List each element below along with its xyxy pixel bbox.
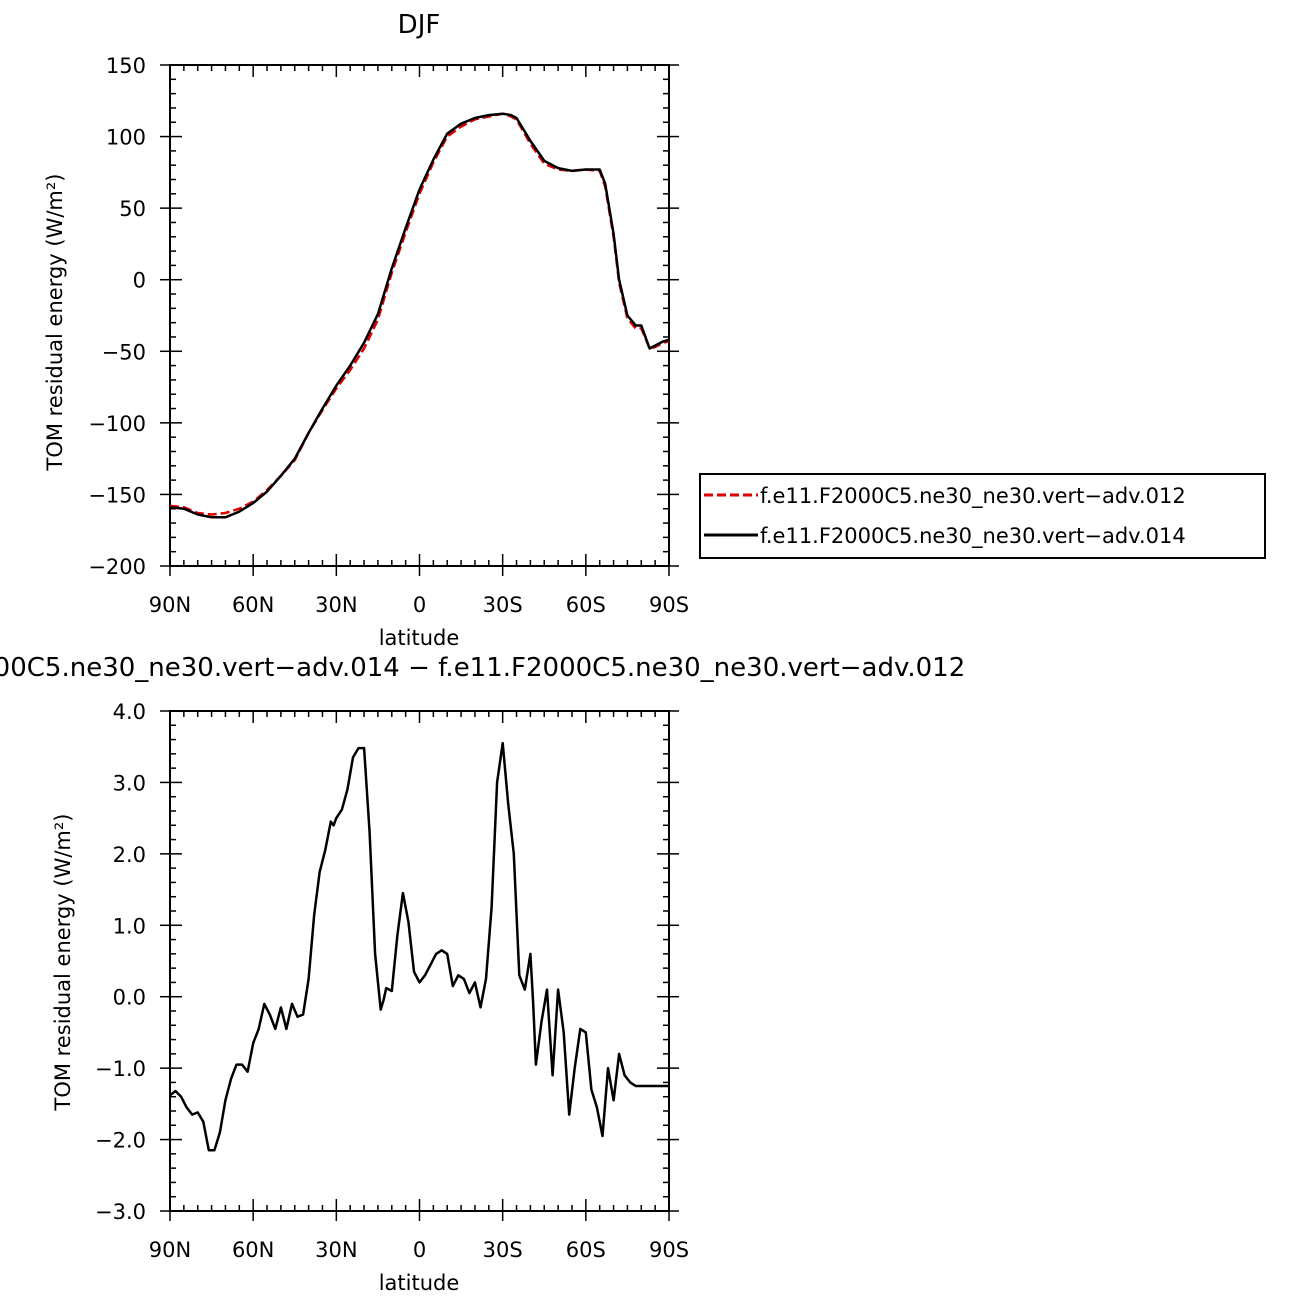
top-x-tick-label: 90N bbox=[149, 593, 191, 617]
top-x-axis-label: latitude bbox=[379, 626, 460, 650]
bottom-y-tick-label: −3.0 bbox=[95, 1200, 146, 1224]
bottom-chart-title: f.e11.F2000C5.ne30_ne30.vert−adv.014 − f… bbox=[0, 653, 965, 683]
top-y-tick-label: 50 bbox=[119, 197, 146, 221]
top-x-tick-label: 30N bbox=[315, 593, 357, 617]
top-panel: DJF 90N 60N 30N 0 30S 60S 90S 150 100 50 0 −50 −100 −… bbox=[43, 10, 689, 650]
top-y-axis-label: TOM residual energy (W/m²) bbox=[43, 174, 67, 472]
top-y-tick-label: −100 bbox=[88, 412, 146, 436]
bottom-x-tick-label: 30S bbox=[483, 1238, 523, 1262]
bottom-x-axis-label: latitude bbox=[379, 1271, 460, 1295]
bottom-y-tick-label: 0.0 bbox=[113, 986, 146, 1010]
bottom-x-tick-label: 60S bbox=[566, 1238, 606, 1262]
bottom-plot-area: 90N 60N 30N 0 30S 60S 90S 4.0 3.0 2.0 1.0 0.0 −1.0 −2… bbox=[95, 700, 689, 1262]
top-x-tick-label: 0 bbox=[413, 593, 426, 617]
bottom-y-tick-label: −1.0 bbox=[95, 1057, 146, 1081]
top-x-tick-label: 60N bbox=[232, 593, 274, 617]
legend-box bbox=[699, 473, 1266, 559]
top-y-tick-label: −150 bbox=[88, 483, 146, 507]
bottom-x-tick-label: 60N bbox=[232, 1238, 274, 1262]
top-x-tick-label: 60S bbox=[566, 593, 606, 617]
legend: f.e11.F2000C5.ne30_ne30.vert−adv.012 f.e… bbox=[699, 473, 1266, 559]
bottom-y-tick-label: 1.0 bbox=[113, 914, 146, 938]
top-y-tick-label: 150 bbox=[106, 54, 146, 78]
top-y-tick-label: 100 bbox=[106, 126, 146, 150]
bottom-series-line-0 bbox=[169, 741, 669, 1152]
bottom-plot-frame bbox=[169, 710, 670, 1212]
bottom-y-axis-label: TOM residual energy (W/m²) bbox=[51, 814, 75, 1112]
bottom-y-tick-label: 2.0 bbox=[113, 843, 146, 867]
bottom-panel: f.e11.F2000C5.ne30_ne30.vert−adv.014 − f… bbox=[0, 653, 965, 1295]
top-x-tick-label: 90S bbox=[649, 593, 689, 617]
top-chart-title: DJF bbox=[398, 10, 441, 40]
bottom-x-tick-label: 90S bbox=[649, 1238, 689, 1262]
top-y-tick-label: 0 bbox=[133, 269, 146, 293]
top-y-tick-label: −50 bbox=[102, 340, 146, 364]
top-plot-area: 90N 60N 30N 0 30S 60S 90S 150 100 50 0 −50 −100 −150 −… bbox=[88, 54, 689, 617]
bottom-y-tick-label: −2.0 bbox=[95, 1129, 146, 1153]
top-y-tick-label: −200 bbox=[88, 555, 146, 579]
bottom-x-tick-label: 30N bbox=[315, 1238, 357, 1262]
top-x-tick-label: 30S bbox=[483, 593, 523, 617]
legend-label-012: f.e11.F2000C5.ne30_ne30.vert−adv.012 bbox=[760, 484, 1186, 509]
top-series-line-0 bbox=[169, 112, 670, 516]
top-series-line-1 bbox=[169, 112, 670, 519]
bottom-y-tick-label: 4.0 bbox=[113, 700, 146, 724]
bottom-x-tick-label: 0 bbox=[413, 1238, 426, 1262]
legend-label-014: f.e11.F2000C5.ne30_ne30.vert−adv.014 bbox=[760, 524, 1186, 549]
bottom-x-tick-label: 90N bbox=[149, 1238, 191, 1262]
bottom-y-tick-label: 3.0 bbox=[113, 771, 146, 795]
top-plot-frame bbox=[169, 64, 670, 567]
